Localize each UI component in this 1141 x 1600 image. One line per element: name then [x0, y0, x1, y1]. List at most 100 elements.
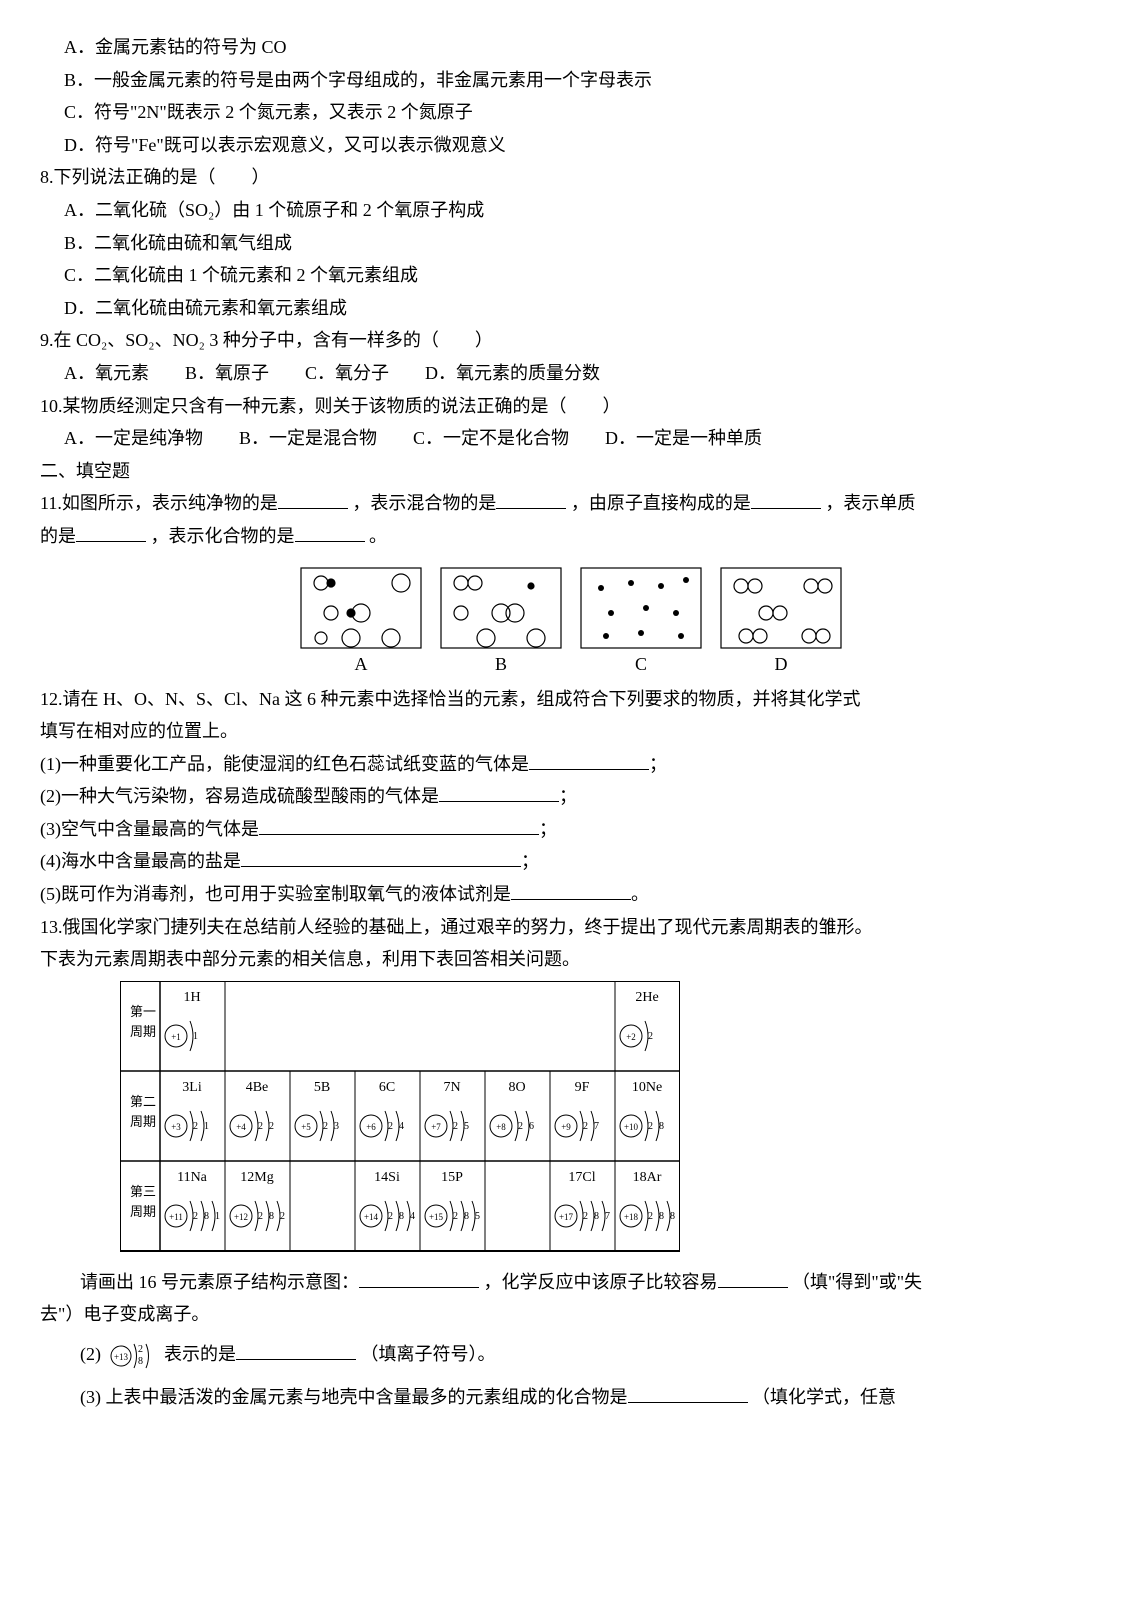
- q10-opts: A．一定是纯净物 B．一定是混合物 C．一定不是化合物 D．一定是一种单质: [40, 423, 1101, 454]
- q11-p1b: ，表示混合物的是: [352, 493, 496, 513]
- blank[interactable]: [496, 490, 566, 509]
- blank[interactable]: [718, 1269, 788, 1288]
- q12-l1a: (1)一种重要化工产品，能使湿润的红色石蕊试纸变蓝的气体是: [40, 754, 529, 774]
- svg-text:4: 4: [399, 1121, 404, 1132]
- svg-text:10Ne: 10Ne: [632, 1080, 662, 1095]
- svg-text:2: 2: [258, 1211, 263, 1222]
- svg-text:2: 2: [323, 1121, 328, 1132]
- svg-text:+15: +15: [429, 1212, 444, 1222]
- blank[interactable]: [529, 751, 649, 770]
- svg-text:6C: 6C: [379, 1080, 395, 1095]
- q13-sub3b: （填化学式，任意: [752, 1387, 896, 1407]
- svg-text:7: 7: [594, 1121, 599, 1132]
- q12-l2b: ；: [559, 786, 577, 806]
- svg-text:14Si: 14Si: [374, 1170, 400, 1185]
- svg-text:2: 2: [648, 1031, 653, 1042]
- svg-text:1H: 1H: [183, 990, 200, 1005]
- q13-sub1c: （填"得到"或"失: [792, 1272, 922, 1292]
- svg-text:8: 8: [659, 1211, 664, 1222]
- svg-text:5: 5: [475, 1211, 480, 1222]
- q12-l1b: ；: [649, 754, 667, 774]
- svg-text:9F: 9F: [575, 1080, 590, 1095]
- svg-text:+7: +7: [431, 1122, 441, 1132]
- svg-text:D: D: [774, 654, 787, 674]
- q13-stem1: 13.俄国化学家门捷列夫在总结前人经验的基础上，通过艰辛的努力，终于提出了现代元…: [40, 912, 1101, 943]
- svg-text:2: 2: [138, 1344, 143, 1355]
- blank[interactable]: [511, 881, 631, 900]
- q13-sub2a: (2): [80, 1344, 101, 1364]
- svg-text:周期: 周期: [130, 1024, 156, 1039]
- svg-text:8: 8: [204, 1211, 209, 1222]
- q11-p1d: ，表示单质: [825, 493, 915, 513]
- svg-text:7N: 7N: [443, 1080, 460, 1095]
- svg-text:5B: 5B: [314, 1080, 330, 1095]
- q11-p2a: 的是: [40, 526, 76, 546]
- blank[interactable]: [236, 1341, 356, 1360]
- q12-stem1: 12.请在 H、O、N、S、Cl、Na 这 6 种元素中选择恰当的元素，组成符合…: [40, 684, 1101, 715]
- svg-text:5: 5: [464, 1121, 469, 1132]
- q12-l3: (3)空气中含量最高的气体是 ；: [40, 814, 1101, 845]
- q12-l2a: (2)一种大气污染物，容易造成硫酸型酸雨的气体是: [40, 786, 439, 806]
- svg-text:11Na: 11Na: [177, 1170, 208, 1185]
- q12-l3b: ；: [539, 819, 557, 839]
- svg-text:+2: +2: [626, 1032, 636, 1042]
- svg-text:8: 8: [594, 1211, 599, 1222]
- q7-opt-b: B．一般金属元素的符号是由两个字母组成的，非金属元素用一个字母表示: [40, 65, 1101, 96]
- svg-text:2: 2: [193, 1121, 198, 1132]
- q12-l5b: 。: [631, 884, 649, 904]
- q11-p1c: ，由原子直接构成的是: [571, 493, 751, 513]
- svg-text:2: 2: [280, 1211, 285, 1222]
- blank[interactable]: [76, 523, 146, 542]
- blank[interactable]: [259, 816, 539, 835]
- q11-line1: 11.如图所示，表示纯净物的是 ，表示混合物的是 ，由原子直接构成的是 ，表示单…: [40, 488, 1101, 519]
- blank[interactable]: [295, 523, 365, 542]
- q11-line2: 的是 ，表示化合物的是 。: [40, 521, 1101, 552]
- svg-text:2: 2: [388, 1121, 393, 1132]
- q12-l4a: (4)海水中含量最高的盐是: [40, 851, 241, 871]
- svg-text:+5: +5: [301, 1122, 311, 1132]
- q13-sub3: (3) 上表中最活泼的金属元素与地壳中含量最多的元素组成的化合物是 （填化学式，…: [40, 1382, 1101, 1413]
- blank[interactable]: [278, 490, 348, 509]
- svg-text:+8: +8: [496, 1122, 506, 1132]
- svg-text:A: A: [354, 654, 367, 674]
- svg-text:第一: 第一: [130, 1004, 156, 1019]
- blank[interactable]: [628, 1384, 748, 1403]
- blank[interactable]: [241, 848, 521, 867]
- atom-13-icon: +13 2 8: [108, 1338, 158, 1374]
- svg-text:4: 4: [410, 1211, 415, 1222]
- q13-sub2c: （填离子符号）。: [361, 1344, 496, 1364]
- blank[interactable]: [359, 1269, 479, 1288]
- blank[interactable]: [751, 490, 821, 509]
- q9-stem: 9.在 CO₂、SO₂、NO₂ 3 种分子中，含有一样多的（ ）: [40, 325, 1101, 356]
- q13-stem2: 下表为元素周期表中部分元素的相关信息，利用下表回答相关问题。: [40, 944, 1101, 975]
- q12-l3a: (3)空气中含量最高的气体是: [40, 819, 259, 839]
- svg-text:第三: 第三: [130, 1184, 156, 1199]
- svg-text:4Be: 4Be: [246, 1080, 269, 1095]
- svg-text:18Ar: 18Ar: [633, 1170, 662, 1185]
- q9-opts: A．氧元素 B．氧原子 C．氧分子 D．氧元素的质量分数: [40, 358, 1101, 389]
- q11-p2c: 。: [369, 526, 387, 546]
- q8-opt-b: B．二氧化硫由硫和氧气组成: [40, 228, 1101, 259]
- q11-diagram: A B C D: [291, 558, 851, 678]
- blank[interactable]: [439, 783, 559, 802]
- q12-stem2: 填写在相对应的位置上。: [40, 716, 1101, 747]
- svg-text:2: 2: [648, 1211, 653, 1222]
- svg-text:8: 8: [670, 1211, 675, 1222]
- svg-text:8: 8: [464, 1211, 469, 1222]
- q12-l4: (4)海水中含量最高的盐是；: [40, 846, 1101, 877]
- svg-text:周期: 周期: [130, 1114, 156, 1129]
- svg-text:3: 3: [334, 1121, 339, 1132]
- svg-text:2: 2: [453, 1211, 458, 1222]
- svg-text:8: 8: [138, 1356, 143, 1367]
- svg-text:周期: 周期: [130, 1204, 156, 1219]
- svg-text:2He: 2He: [635, 990, 658, 1005]
- q13-sub3a: (3) 上表中最活泼的金属元素与地壳中含量最多的元素组成的化合物是: [80, 1387, 628, 1407]
- svg-text:12Mg: 12Mg: [240, 1170, 273, 1185]
- svg-text:8: 8: [659, 1121, 664, 1132]
- q13-sub2: (2) +13 2 8 表示的是 （填离子符号）。: [40, 1332, 1101, 1380]
- q12-l5a: (5)既可作为消毒剂，也可用于实验室制取氧气的液体试剂是: [40, 884, 511, 904]
- svg-text:7: 7: [605, 1211, 610, 1222]
- svg-text:8O: 8O: [508, 1080, 525, 1095]
- q13-sub2b: 表示的是: [164, 1344, 236, 1364]
- svg-text:8: 8: [399, 1211, 404, 1222]
